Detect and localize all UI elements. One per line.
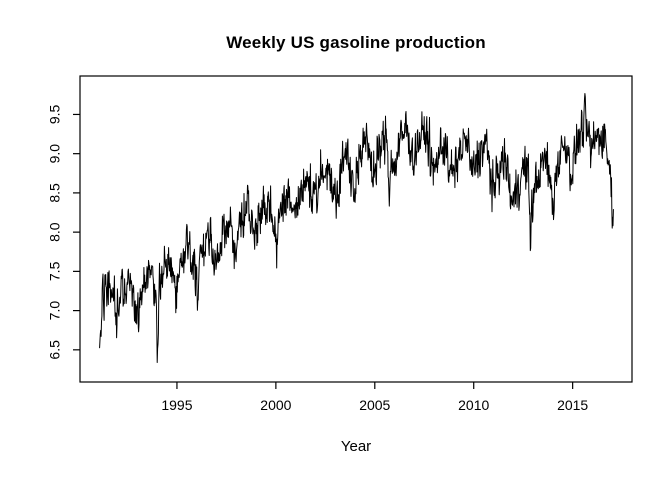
y-tick-label: 7.0 [47, 301, 63, 321]
y-tick-label: 7.5 [47, 261, 63, 281]
x-tick-label: 2000 [260, 397, 291, 413]
y-tick-label: 9.0 [47, 144, 63, 164]
chart-title: Weekly US gasoline production [226, 33, 486, 52]
x-tick-label: 1995 [161, 397, 192, 413]
x-axis-title: Year [340, 438, 372, 455]
x-tick-label: 2005 [359, 397, 390, 413]
x-tick-label: 2010 [458, 397, 489, 413]
y-tick-label: 9.5 [47, 105, 63, 125]
y-tick-label: 8.5 [47, 183, 63, 203]
plot-box [79, 75, 633, 383]
y-tick-label: 8.0 [47, 222, 63, 242]
series-line [99, 93, 614, 363]
x-tick-label: 2015 [557, 397, 588, 413]
y-tick-label: 6.5 [47, 340, 63, 360]
